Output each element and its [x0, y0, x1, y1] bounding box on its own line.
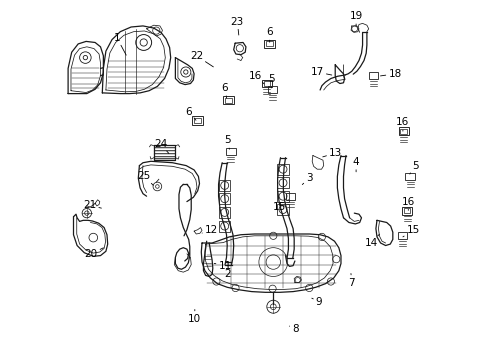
Bar — [400, 129, 406, 134]
Text: 5: 5 — [224, 135, 230, 149]
Bar — [277, 191, 288, 202]
Text: 3: 3 — [302, 173, 312, 185]
Text: 7: 7 — [348, 274, 354, 288]
Bar — [265, 41, 273, 46]
Text: 22: 22 — [189, 51, 213, 67]
Text: 5: 5 — [267, 74, 274, 88]
Text: 1: 1 — [113, 33, 126, 55]
Bar — [194, 118, 201, 123]
Bar — [267, 86, 277, 93]
Bar — [263, 81, 269, 86]
Text: 5: 5 — [409, 161, 418, 174]
Bar — [285, 193, 295, 200]
Text: 20: 20 — [84, 248, 103, 259]
Bar — [219, 207, 230, 218]
Text: 4: 4 — [352, 157, 359, 172]
Text: 11: 11 — [214, 261, 231, 271]
Bar — [219, 193, 230, 204]
Text: 15: 15 — [402, 225, 419, 237]
Bar — [401, 207, 411, 215]
Bar — [219, 221, 230, 231]
Text: 21: 21 — [83, 200, 101, 210]
Text: 8: 8 — [289, 324, 298, 334]
Bar — [224, 98, 231, 103]
Bar — [192, 116, 203, 125]
Bar — [368, 72, 377, 79]
Text: 10: 10 — [188, 310, 201, 324]
Text: 15: 15 — [272, 200, 288, 212]
Text: 6: 6 — [266, 27, 272, 42]
Text: 19: 19 — [349, 11, 362, 26]
Text: 16: 16 — [248, 71, 264, 84]
Bar — [277, 204, 288, 215]
Bar — [397, 232, 406, 239]
Text: 13: 13 — [322, 148, 342, 158]
Bar — [277, 177, 288, 188]
Bar — [223, 96, 233, 104]
Text: 9: 9 — [311, 297, 322, 307]
Text: 23: 23 — [230, 17, 244, 35]
Text: 12: 12 — [202, 225, 218, 235]
Bar — [264, 40, 275, 48]
Text: 6: 6 — [221, 83, 227, 98]
Bar — [277, 164, 288, 175]
Text: 25: 25 — [137, 171, 153, 185]
Text: 2: 2 — [224, 266, 230, 279]
Text: 24: 24 — [154, 139, 168, 153]
Bar — [225, 148, 235, 155]
Bar — [261, 80, 271, 87]
Bar — [398, 127, 408, 135]
Bar — [403, 208, 409, 213]
Text: 16: 16 — [395, 117, 408, 131]
Text: 17: 17 — [310, 67, 331, 77]
Bar — [405, 173, 414, 180]
Text: 14: 14 — [364, 234, 379, 248]
Bar — [219, 180, 230, 191]
Text: 6: 6 — [185, 107, 196, 120]
Text: 18: 18 — [380, 69, 401, 79]
Text: 16: 16 — [401, 197, 414, 210]
